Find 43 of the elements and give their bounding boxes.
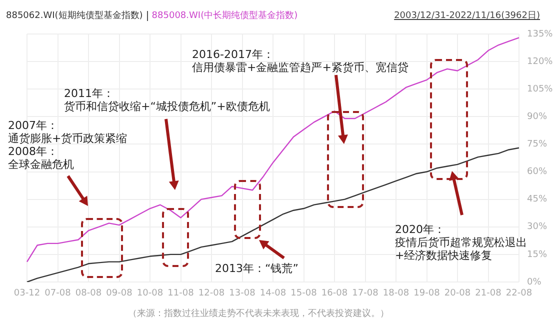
y-tick-label: 75% bbox=[527, 140, 548, 150]
y-tick-label: 135% bbox=[527, 29, 554, 40]
x-tick-label: 13-08 bbox=[229, 288, 256, 299]
annotation: 2007年： bbox=[8, 119, 58, 132]
annotation: 2008年： bbox=[8, 145, 58, 158]
y-tick-label: 30% bbox=[527, 222, 548, 232]
annotation: 2011年： bbox=[64, 87, 114, 100]
y-tick-label: 120% bbox=[527, 56, 554, 67]
annotation: 2013年：“钱荒” bbox=[215, 262, 298, 275]
y-tick-label: 105% bbox=[527, 84, 554, 94]
x-tick-label: 14-08 bbox=[260, 288, 286, 299]
text: （来源：指数过往业绩走势不代表未来表现，不代表投资建议。） bbox=[128, 308, 389, 321]
annotation: 2020年： bbox=[395, 223, 445, 236]
annotation: 疫情后货币超常规宽松退出 bbox=[395, 236, 527, 249]
x-tick-label: 18-08 bbox=[382, 288, 410, 299]
x-tick-label: 03-12 bbox=[14, 288, 40, 299]
annotation: 货币和信贷收缩+“城投债危机”+欧债危机 bbox=[64, 100, 270, 113]
annotation: 信用债暴雷+金融监管趋严+紧货币、宽信贷 bbox=[192, 61, 408, 74]
x-tick-label: 12-08 bbox=[198, 288, 225, 299]
y-tick-label: 90% bbox=[527, 112, 548, 122]
x-tick-label: 16-08 bbox=[321, 288, 348, 299]
annotation: +经济数据快速修复 bbox=[395, 249, 492, 262]
x-tick-label: 22-08 bbox=[506, 288, 532, 299]
y-tick-label: 45% bbox=[527, 194, 548, 205]
x-tick-label: 21-08 bbox=[475, 288, 502, 299]
x-tick-label: 11-08 bbox=[168, 288, 194, 299]
x-tick-label: 15-08 bbox=[290, 288, 318, 299]
annotation: 2016-2017年： bbox=[192, 48, 274, 61]
annotation: 全球金融危机 bbox=[8, 158, 74, 171]
annotation: 通货膨胀+货币政策紧缩 bbox=[8, 132, 128, 145]
x-tick-label: 10-08 bbox=[136, 288, 164, 299]
chart-subtitle: 2003/12/31-2022/11/16(3962日) bbox=[394, 10, 540, 22]
x-tick-label: 17-08 bbox=[352, 288, 379, 299]
y-tick-label: 15% bbox=[527, 250, 548, 260]
x-tick-label: 19-08 bbox=[414, 288, 440, 299]
y-tick-label: 0% bbox=[527, 277, 542, 288]
x-tick-label: 08-08 bbox=[75, 288, 102, 299]
text: 885062.WI(短期纯债型基金指数) bbox=[6, 10, 143, 22]
x-tick-label: 09-08 bbox=[106, 288, 133, 299]
x-tick-label: 20-08 bbox=[444, 288, 471, 299]
y-tick-label: 60% bbox=[527, 167, 548, 178]
x-tick-label: 07-08 bbox=[44, 288, 72, 299]
text: 885008.WI(中长期纯债型基金指数) bbox=[152, 10, 298, 22]
